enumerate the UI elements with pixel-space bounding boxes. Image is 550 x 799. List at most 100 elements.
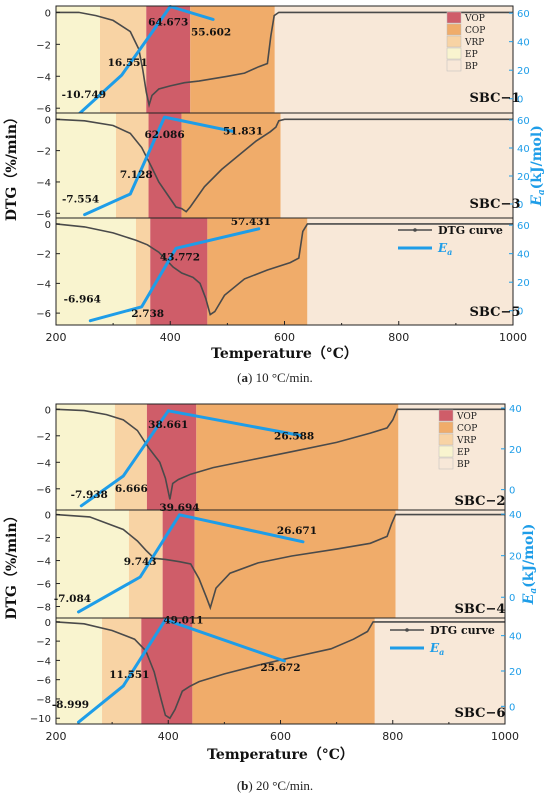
panel-name: SBC−2 bbox=[455, 494, 506, 509]
y-tick-label: −4 bbox=[36, 178, 51, 189]
ea-tick-label: 40 bbox=[517, 250, 530, 261]
x-tick-label: 200 bbox=[46, 331, 67, 344]
region-cop bbox=[192, 618, 375, 724]
region-vrp bbox=[114, 404, 147, 510]
x-tick-label: 400 bbox=[158, 730, 179, 743]
legend-label-vop: VOP bbox=[456, 412, 477, 422]
panel-name: SBC−6 bbox=[455, 706, 506, 721]
y-tick-label: −4 bbox=[36, 458, 51, 469]
panel-sbc-4: -7.084 9.743 39.694 26.671 0 −2 −4 −6 −8 0 20 40 SBC… bbox=[36, 502, 522, 619]
ea-tick-label: 60 bbox=[517, 116, 530, 127]
panel-name: SBC−1 bbox=[470, 91, 521, 106]
region-cop bbox=[207, 218, 308, 325]
ea-label: -6.964 bbox=[64, 294, 101, 306]
panel-name: SBC−4 bbox=[455, 602, 506, 617]
ea-label: 26.671 bbox=[277, 525, 317, 537]
panel-name: SBC−5 bbox=[470, 305, 521, 320]
y-tick-label: −6 bbox=[36, 580, 51, 591]
ea-tick-label: 0 bbox=[517, 200, 523, 211]
y-tick-label: −2 bbox=[36, 147, 51, 158]
dtg-curve bbox=[56, 223, 513, 316]
x-tick-label: 400 bbox=[160, 331, 181, 344]
y-tick-label: −4 bbox=[36, 279, 51, 290]
ea-tick-label: 0 bbox=[509, 593, 515, 604]
legend-dtg-label: DTG curve bbox=[438, 224, 503, 237]
legend-swatch-bp bbox=[438, 457, 454, 470]
ea-label: 9.743 bbox=[124, 556, 157, 568]
ea-tick-label: 40 bbox=[509, 510, 522, 521]
ea-tick-label: 20 bbox=[509, 445, 522, 456]
legend-label-ep: EP bbox=[457, 448, 470, 458]
y-tick-label: −2 bbox=[36, 40, 51, 51]
legend-dtg-marker bbox=[405, 628, 409, 632]
ea-label: 39.694 bbox=[159, 502, 199, 514]
legend-swatch-ep bbox=[446, 47, 462, 60]
y-tick-label: −2 bbox=[36, 250, 51, 261]
y-tick-label: −6 bbox=[36, 104, 51, 115]
region-vop bbox=[141, 618, 193, 724]
panel-name: SBC−3 bbox=[470, 197, 521, 212]
y-tick-label: 0 bbox=[45, 115, 51, 126]
region-cop bbox=[196, 404, 399, 510]
ea-label: 49.011 bbox=[163, 615, 203, 627]
y-axis-label: DTG（%/min） bbox=[4, 508, 20, 619]
ea-tick-label: 60 bbox=[517, 221, 530, 232]
legend-swatch-vop bbox=[438, 409, 454, 422]
ea-tick-label: 40 bbox=[509, 404, 522, 415]
x-tick-label: 1000 bbox=[491, 730, 519, 743]
region-vrp bbox=[102, 618, 142, 724]
y-tick-label: 0 bbox=[45, 8, 51, 19]
y-tick-label: −2 bbox=[36, 637, 51, 648]
ea-line bbox=[77, 513, 305, 614]
dtg-curve bbox=[56, 513, 505, 611]
legend-ea-main: E bbox=[429, 641, 440, 655]
ea-tick-label: 20 bbox=[517, 278, 530, 289]
y-tick-label: −2 bbox=[36, 534, 51, 545]
ea-tick-label: 20 bbox=[517, 172, 530, 183]
legend-ea-label: Ea bbox=[437, 241, 452, 257]
legend-ea-main: E bbox=[437, 241, 448, 255]
legend-label-cop: COP bbox=[465, 26, 485, 36]
legend-label-bp: BP bbox=[457, 460, 470, 470]
ea-tick-label: 20 bbox=[517, 66, 530, 77]
ea-tick-label: 40 bbox=[517, 144, 530, 155]
ea-line bbox=[77, 618, 286, 724]
y-tick-label: −8 bbox=[36, 603, 51, 614]
legend-label-vrp: VRP bbox=[456, 436, 476, 446]
x-tick-label: 200 bbox=[46, 730, 67, 743]
panel-sbc-5: -6.964 2.738 43.772 57.431 0 −2 −4 −6 0 20 40 60 SBC… bbox=[36, 216, 530, 326]
ea-line bbox=[77, 5, 215, 116]
region-ep bbox=[56, 618, 103, 724]
ea-label: 2.738 bbox=[131, 308, 164, 320]
region-ep bbox=[56, 113, 116, 218]
ea-line bbox=[83, 115, 235, 217]
dtg-curve bbox=[56, 408, 505, 500]
x-axis-label: Temperature（°C） bbox=[211, 346, 358, 362]
y-tick-label: −6 bbox=[36, 309, 51, 320]
ea-axis-unit: (kJ/mol) bbox=[529, 125, 545, 189]
ea-axis-main: E bbox=[521, 593, 537, 605]
region-cop bbox=[190, 6, 275, 113]
ea-axis-label: Ea(kJ/mol) bbox=[529, 125, 547, 207]
y-tick-label: 0 bbox=[45, 220, 51, 231]
dtg-curve bbox=[56, 11, 513, 109]
ea-label: 64.673 bbox=[148, 16, 188, 28]
line-legend: DTG curve Ea bbox=[390, 624, 495, 657]
region-bp bbox=[307, 218, 513, 325]
region-bp bbox=[274, 6, 513, 113]
ea-label: -7.554 bbox=[62, 194, 99, 206]
region-bp bbox=[395, 510, 505, 618]
x-tick-label: 800 bbox=[382, 730, 403, 743]
region-vop bbox=[148, 113, 182, 218]
panel-sbc-6: -8.999 11.551 49.011 25.672 0 −2 −4 −6 −8 −10 0 20 4… bbox=[30, 615, 522, 725]
y-tick-label: −4 bbox=[36, 557, 51, 568]
region-ep bbox=[56, 218, 136, 325]
region-vrp bbox=[128, 510, 163, 618]
ea-label: 25.672 bbox=[260, 662, 300, 674]
ea-label: 26.588 bbox=[274, 430, 314, 442]
ea-label: 16.551 bbox=[108, 57, 148, 69]
ea-tick-label: 40 bbox=[509, 632, 522, 643]
legend-swatch-cop bbox=[446, 23, 462, 36]
